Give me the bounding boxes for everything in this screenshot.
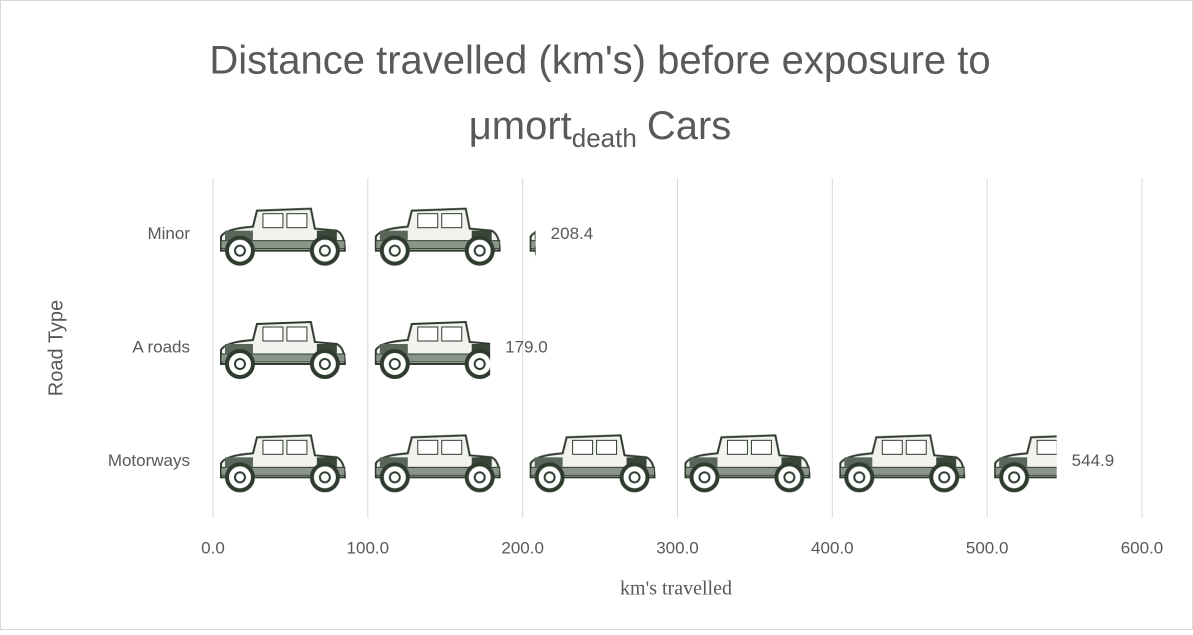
x-tick-label: 300.0 — [656, 538, 699, 557]
x-axis-label: km's travelled — [620, 578, 732, 600]
x-tick-label: 0.0 — [201, 538, 225, 557]
y-axis-label: Road Type — [45, 300, 67, 396]
title-part: Cars — [647, 104, 731, 148]
title-subscript: death — [572, 123, 637, 153]
x-tick-label: 500.0 — [966, 538, 1009, 557]
x-tick-label: 100.0 — [347, 538, 390, 557]
y-tick-label: A roads — [132, 337, 190, 356]
chart: Distance travelled (km's) before exposur… — [0, 0, 1193, 630]
chart-title: Distance travelled (km's) before exposur… — [209, 39, 990, 83]
x-tick-label: 400.0 — [811, 538, 854, 557]
y-tick-label: Minor — [147, 224, 190, 243]
bar — [213, 318, 490, 380]
value-label: 179.0 — [505, 337, 548, 356]
x-tick-label: 600.0 — [1121, 538, 1164, 557]
chart-frame — [1, 1, 1193, 630]
value-label: 208.4 — [551, 224, 594, 243]
value-label: 544.9 — [1072, 451, 1115, 470]
bar — [213, 431, 1057, 493]
x-tick-label: 200.0 — [501, 538, 544, 557]
y-tick-label: Motorways — [108, 451, 190, 470]
title-part: μmort — [469, 104, 572, 148]
bar — [213, 205, 536, 267]
